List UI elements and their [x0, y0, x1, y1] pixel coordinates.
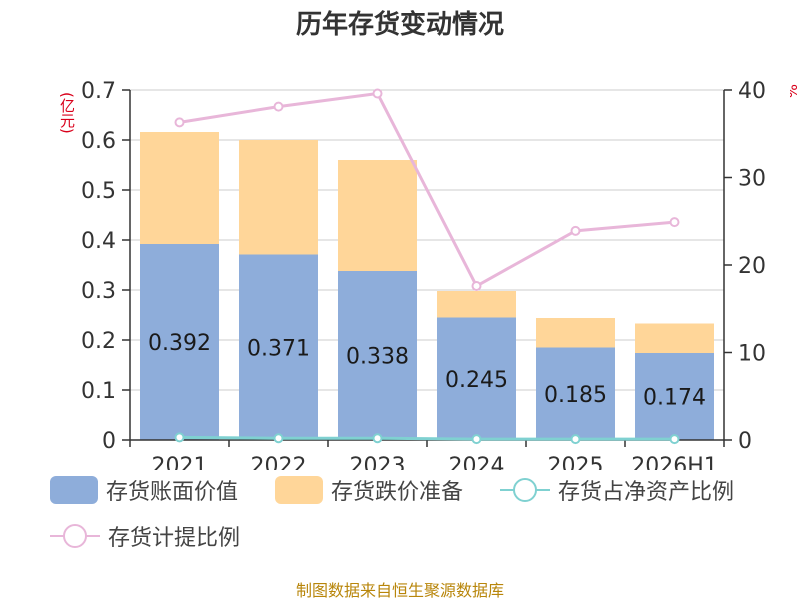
- legend-swatch-ratio-net-assets: [500, 478, 550, 502]
- legend-swatch-provision-ratio: [50, 524, 100, 548]
- right-axis-tick-label: 0: [738, 429, 752, 454]
- left-axis-unit: (亿元): [58, 92, 76, 134]
- bar-book-value: [635, 353, 714, 440]
- chart-title: 历年存货变动情况: [295, 10, 504, 40]
- left-axis-tick-label: 0.6: [81, 129, 116, 154]
- bar-impairment: [140, 132, 219, 244]
- ratio-net-assets-point: [372, 433, 383, 444]
- left-axis-tick-label: 0.1: [81, 379, 116, 404]
- legend-item-book-value[interactable]: 存货账面价值: [50, 474, 238, 506]
- data-label-book-value: 0.392: [148, 331, 211, 356]
- provision-ratio-point: [174, 117, 185, 128]
- legend: 存货账面价值 存货跌价准备 存货占净资产比例 存货计提比例: [0, 470, 800, 570]
- legend-label-impairment: 存货跌价准备: [331, 480, 464, 505]
- right-axis-tick-label: 30: [738, 167, 766, 192]
- x-axis-tick-label: 2026H1: [631, 454, 718, 470]
- bar-book-value: [239, 254, 318, 440]
- ratio-net-assets-point: [174, 432, 185, 443]
- x-axis-tick-label: 2022: [251, 454, 307, 470]
- inventory-chart: 0 0.1 0.2 0.3 0.4 0.5 0.6 0.7 0 10 20 30 40 2021 2022 2…: [81, 79, 766, 470]
- provision-ratio-point: [471, 281, 482, 291]
- source-footer: 制图数据来自恒生聚源数据库: [295, 581, 504, 600]
- left-axis-tick-label: 0.4: [81, 229, 116, 254]
- provision-ratio-point: [372, 88, 383, 99]
- right-axis-tick-label: 20: [738, 254, 766, 279]
- x-axis-tick-label: 2025: [548, 454, 604, 470]
- bar-book-value: [338, 271, 417, 440]
- provision-ratio-line: [179, 91, 675, 289]
- right-axis-tick-label: 10: [738, 342, 766, 367]
- ratio-net-assets-line: [179, 435, 675, 441]
- data-label-book-value: 0.174: [643, 386, 706, 411]
- bar-book-value: [437, 317, 516, 440]
- left-axis-tick-label: 0: [102, 429, 116, 454]
- ratio-net-assets-point: [471, 434, 482, 445]
- provision-ratio-point: [570, 225, 581, 236]
- right-axis-unit: %: [790, 84, 800, 99]
- x-axis-tick-label: 2023: [350, 454, 406, 470]
- left-axis-tick-label: 0.3: [81, 279, 116, 304]
- data-label-book-value: 0.371: [247, 336, 310, 361]
- legend-swatch-impairment: [275, 476, 323, 504]
- data-label-book-value: 0.245: [445, 368, 508, 393]
- bar-impairment: [536, 318, 615, 348]
- bar-impairment: [338, 160, 417, 271]
- bar-impairment: [635, 323, 714, 353]
- left-axis-tick-label: 0.2: [81, 329, 116, 354]
- legend-swatch-book-value: [50, 476, 98, 504]
- legend-item-ratio-net-assets[interactable]: 存货占净资产比例: [500, 474, 734, 506]
- provision-ratio-point: [273, 101, 284, 112]
- ratio-net-assets-point: [273, 433, 284, 444]
- bar-impairment: [437, 291, 516, 318]
- left-axis-tick-label: 0.7: [81, 79, 116, 104]
- legend-item-impairment[interactable]: 存货跌价准备: [275, 474, 463, 506]
- provision-ratio-point: [669, 217, 680, 228]
- ratio-net-assets-point: [570, 434, 581, 445]
- bar-book-value: [536, 347, 615, 440]
- x-axis-tick-label: 2021: [152, 454, 208, 470]
- bar-book-value: [140, 244, 219, 440]
- legend-label-ratio-net-assets: 存货占净资产比例: [558, 480, 735, 505]
- data-label-book-value: 0.185: [544, 383, 607, 408]
- bar-impairment: [239, 140, 318, 255]
- legend-label-book-value: 存货账面价值: [106, 480, 239, 505]
- data-label-book-value: 0.338: [346, 345, 409, 370]
- left-axis-tick-label: 0.5: [81, 179, 116, 204]
- x-axis-tick-label: 2024: [449, 454, 505, 470]
- legend-label-provision-ratio: 存货计提比例: [108, 526, 241, 551]
- ratio-net-assets-point: [669, 434, 680, 445]
- right-axis-tick-label: 40: [738, 79, 766, 104]
- legend-item-provision-ratio[interactable]: 存货计提比例: [50, 520, 240, 552]
